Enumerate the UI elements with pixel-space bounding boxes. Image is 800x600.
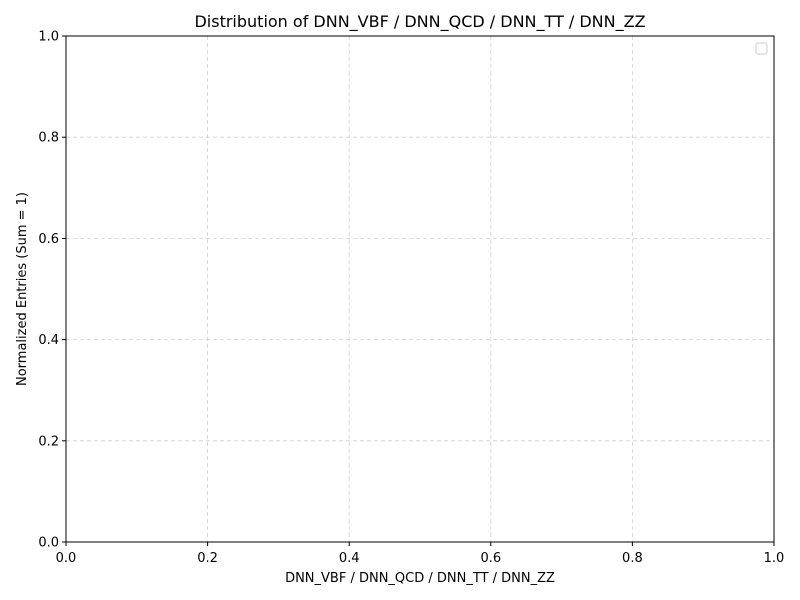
x-axis-label: DNN_VBF / DNN_QCD / DNN_TT / DNN_ZZ — [285, 571, 555, 586]
x-tick-label: 0.0 — [56, 551, 77, 566]
x-tick-label: 0.6 — [480, 551, 501, 566]
y-tick-label: 0.6 — [38, 232, 59, 247]
y-tick-label: 0.2 — [38, 434, 59, 449]
y-tick-label: 1.0 — [38, 30, 59, 45]
plot-area-frame — [65, 35, 775, 543]
y-tick-label: 0.8 — [38, 131, 59, 146]
x-tick-label: 0.4 — [339, 551, 360, 566]
y-tick-label: 0.4 — [38, 333, 59, 348]
x-tick-label: 0.2 — [197, 551, 218, 566]
chart-title: Distribution of DNN_VBF / DNN_QCD / DNN_… — [194, 12, 645, 32]
x-tick-label: 0.8 — [622, 551, 643, 566]
legend-box — [755, 42, 768, 55]
x-tick-label: 1.0 — [764, 551, 785, 566]
y-tick-label: 0.0 — [38, 536, 59, 551]
y-axis-label: Normalized Entries (Sum = 1) — [15, 192, 30, 386]
ticks: 0.0 0.2 0.4 0.6 0.8 1.0 0.0 0.2 0.4 0.6 0.8 1.0 — [38, 30, 784, 567]
